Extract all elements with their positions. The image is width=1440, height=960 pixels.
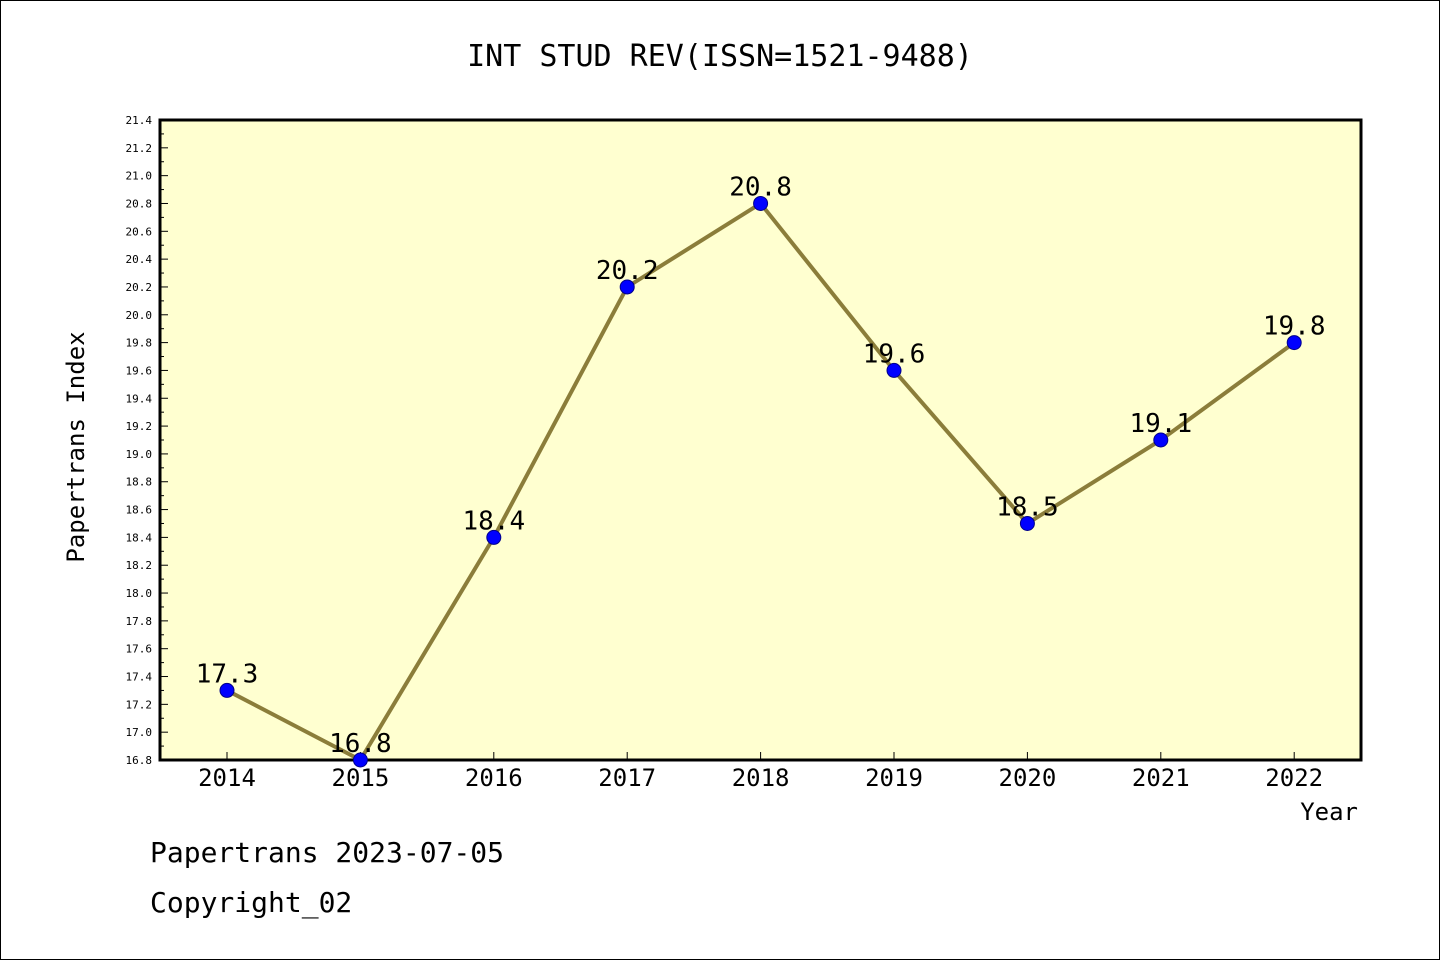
y-tick-label: 20.0 [126, 309, 153, 322]
data-point [619, 279, 635, 295]
y-tick-label: 17.8 [126, 615, 153, 628]
data-label: 20.2 [596, 256, 659, 286]
x-tick-label: 2016 [465, 764, 523, 792]
data-label: 18.5 [996, 492, 1059, 522]
y-axis: 16.8 17.0 17.2 17.4 17.6 17.8 18.0 18.2 18.4 18.6… [126, 114, 168, 767]
y-tick-label: 16.8 [126, 754, 153, 767]
y-tick-label: 17.4 [126, 671, 153, 684]
x-axis-label: Year [1300, 798, 1358, 826]
y-tick-label: 19.8 [126, 337, 153, 350]
x-axis: 2014 2015 2016 2017 2018 2019 2020 2021 2022 [198, 752, 1323, 792]
y-tick-label: 19.0 [126, 448, 153, 461]
data-point [352, 752, 368, 768]
y-tick-label: 18.2 [126, 559, 153, 572]
x-tick-label: 2017 [598, 764, 656, 792]
x-tick-label: 2014 [198, 764, 256, 792]
footer-date: Papertrans 2023-07-05 [150, 836, 505, 869]
data-point [1019, 515, 1035, 531]
y-tick-label: 21.2 [126, 142, 153, 155]
y-tick-label: 20.8 [126, 197, 153, 210]
data-point [1286, 335, 1302, 351]
data-label: 18.4 [462, 506, 525, 536]
data-point [486, 529, 502, 545]
y-tick-label: 19.2 [126, 420, 153, 433]
plot-area [158, 118, 1363, 762]
data-point [753, 195, 769, 211]
y-tick-label: 18.6 [126, 504, 153, 517]
y-tick-label: 20.4 [126, 253, 153, 266]
x-tick-label: 2021 [1132, 764, 1190, 792]
x-tick-label: 2020 [999, 764, 1057, 792]
y-tick-label: 17.0 [126, 726, 153, 739]
data-point [886, 362, 902, 378]
y-tick-label: 20.2 [126, 281, 153, 294]
data-point [1153, 432, 1169, 448]
data-label: 17.3 [196, 659, 259, 689]
y-tick-label: 18.0 [126, 587, 153, 600]
data-label: 19.8 [1263, 312, 1326, 342]
x-tick-label: 2015 [332, 764, 390, 792]
y-tick-label: 18.4 [126, 531, 153, 544]
series-group: 17.3 16.8 18.4 20.2 20.8 19.6 18.5 19.1 19.8 [196, 172, 1326, 768]
x-tick-label: 2018 [732, 764, 790, 792]
data-point [219, 682, 235, 698]
y-tick-label: 17.2 [126, 698, 153, 711]
data-label: 19.1 [1129, 409, 1192, 439]
y-tick-label: 21.0 [126, 170, 153, 183]
footer-copyright: Copyright_02 [150, 886, 353, 919]
y-tick-label: 19.4 [126, 392, 153, 405]
x-tick-label: 2022 [1265, 764, 1323, 792]
data-label: 16.8 [329, 729, 392, 759]
y-tick-label: 20.6 [126, 225, 153, 238]
x-tick-label: 2019 [865, 764, 923, 792]
data-label: 19.6 [863, 339, 926, 369]
chart-title: INT STUD REV(ISSN=1521-9488) [467, 39, 973, 74]
y-tick-label: 19.6 [126, 364, 153, 377]
data-label: 20.8 [729, 172, 792, 202]
y-tick-label: 18.8 [126, 476, 153, 489]
y-axis-label: Papertrans Index [62, 331, 90, 562]
y-tick-label: 21.4 [126, 114, 153, 127]
y-tick-label: 17.6 [126, 643, 153, 656]
